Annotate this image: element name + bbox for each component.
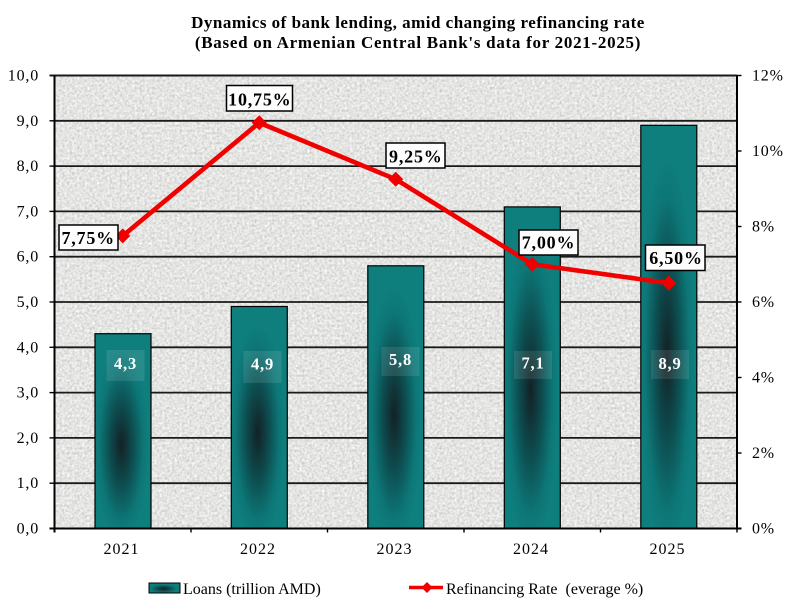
svg-text:4,3: 4,3	[114, 354, 137, 373]
svg-text:2025: 2025	[650, 541, 686, 558]
svg-text:4%: 4%	[752, 370, 775, 387]
svg-text:7,00%: 7,00%	[522, 233, 576, 253]
svg-text:6%: 6%	[752, 294, 775, 311]
svg-text:1,0: 1,0	[17, 475, 39, 492]
svg-text:Refinancing Rate (everage %): Refinancing Rate (everage %)	[446, 581, 643, 598]
svg-text:8%: 8%	[752, 219, 775, 236]
svg-text:8,9: 8,9	[658, 354, 681, 373]
svg-text:2024: 2024	[513, 541, 549, 558]
svg-text:6,50%: 6,50%	[649, 248, 703, 268]
svg-text:4,0: 4,0	[17, 339, 39, 356]
svg-text:2022: 2022	[240, 541, 276, 558]
svg-text:9,25%: 9,25%	[389, 147, 443, 167]
svg-text:8,0: 8,0	[17, 158, 39, 175]
svg-text:5,0: 5,0	[17, 294, 39, 311]
svg-text:7,1: 7,1	[521, 354, 544, 373]
svg-text:10%: 10%	[752, 143, 784, 160]
svg-text:5,8: 5,8	[389, 350, 412, 369]
svg-text:12%: 12%	[752, 68, 784, 85]
svg-text:4,9: 4,9	[251, 355, 274, 374]
svg-text:2021: 2021	[104, 541, 140, 558]
svg-text:7,0: 7,0	[17, 203, 39, 220]
svg-text:Loans (trillion AMD): Loans (trillion AMD)	[183, 581, 321, 598]
svg-text:10,75%: 10,75%	[228, 90, 291, 110]
svg-text:(Based on Armenian Central Ban: (Based on Armenian Central Bank's data f…	[195, 33, 641, 52]
svg-text:2023: 2023	[377, 541, 413, 558]
svg-text:10,0: 10,0	[8, 68, 39, 85]
svg-text:3,0: 3,0	[17, 385, 39, 402]
svg-text:0%: 0%	[752, 521, 775, 538]
svg-text:7,75%: 7,75%	[61, 228, 115, 248]
svg-text:2%: 2%	[752, 445, 775, 462]
svg-text:9,0: 9,0	[17, 113, 39, 130]
svg-text:Dynamics of bank lending, amid: Dynamics of bank lending, amid changing …	[191, 13, 645, 32]
svg-text:0,0: 0,0	[17, 521, 39, 538]
svg-text:2,0: 2,0	[17, 430, 39, 447]
svg-text:6,0: 6,0	[17, 249, 39, 266]
